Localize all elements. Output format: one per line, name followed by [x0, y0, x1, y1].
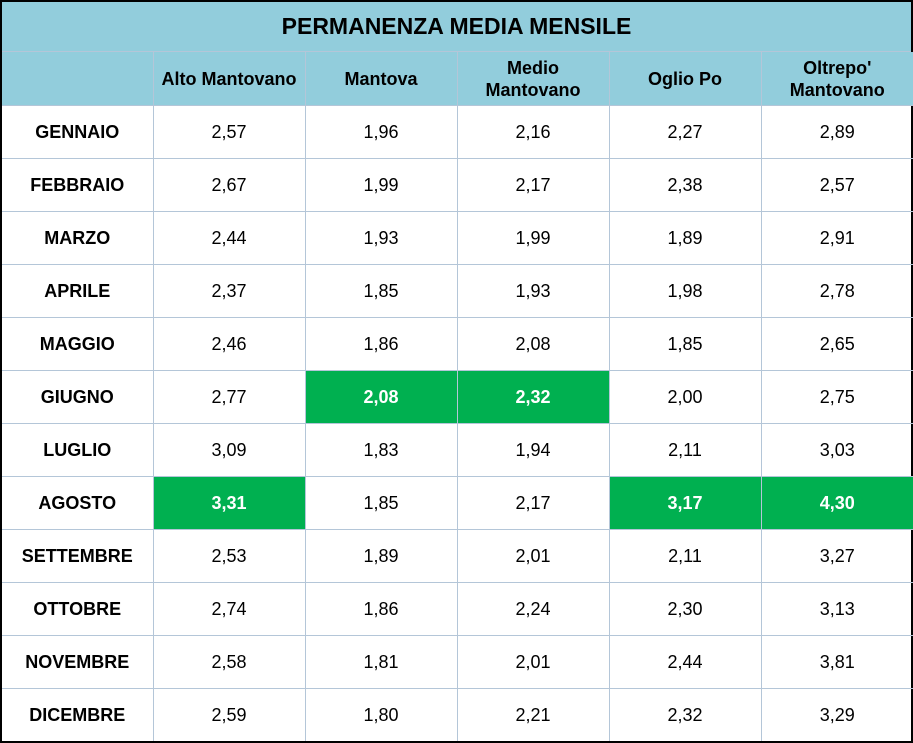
- month-label: FEBBRAIO: [2, 158, 154, 212]
- header-cell-mantova: Mantova: [304, 52, 458, 106]
- value-cell: 2,11: [608, 529, 762, 583]
- data-table: Alto Mantovano Mantova Medio Mantovano O…: [2, 52, 913, 741]
- value-cell: 1,80: [304, 688, 458, 741]
- value-cell: 3,09: [152, 423, 306, 477]
- value-cell: 2,67: [152, 158, 306, 212]
- value-cell: 2,91: [760, 211, 913, 265]
- month-label: MARZO: [2, 211, 154, 265]
- value-cell: 2,16: [456, 105, 610, 159]
- table-title: PERMANENZA MEDIA MENSILE: [2, 2, 911, 52]
- value-cell: 2,21: [456, 688, 610, 741]
- month-label: OTTOBRE: [2, 582, 154, 636]
- table-body: GENNAIO 2,57 1,96 2,16 2,27 2,89 FEBBRAIO 2,67 1…: [2, 105, 913, 741]
- value-cell: 2,11: [608, 423, 762, 477]
- value-cell: 3,81: [760, 635, 913, 689]
- value-cell: 2,27: [608, 105, 762, 159]
- value-cell-highlighted: 3,17: [608, 476, 762, 530]
- value-cell: 2,44: [152, 211, 306, 265]
- value-cell: 2,44: [608, 635, 762, 689]
- value-cell: 2,75: [760, 370, 913, 424]
- value-cell: 2,57: [152, 105, 306, 159]
- table-row: LUGLIO 3,09 1,83 1,94 2,11 3,03: [2, 423, 913, 477]
- value-cell: 2,46: [152, 317, 306, 371]
- value-cell-highlighted: 2,32: [456, 370, 610, 424]
- value-cell: 2,53: [152, 529, 306, 583]
- value-cell: 3,13: [760, 582, 913, 636]
- header-row: Alto Mantovano Mantova Medio Mantovano O…: [2, 52, 913, 106]
- table-row: SETTEMBRE 2,53 1,89 2,01 2,11 3,27: [2, 529, 913, 583]
- value-cell: 2,00: [608, 370, 762, 424]
- value-cell: 2,58: [152, 635, 306, 689]
- value-cell: 1,85: [304, 264, 458, 318]
- value-cell: 2,89: [760, 105, 913, 159]
- value-cell: 2,17: [456, 158, 610, 212]
- table-row: MARZO 2,44 1,93 1,99 1,89 2,91: [2, 211, 913, 265]
- value-cell: 2,59: [152, 688, 306, 741]
- month-label: NOVEMBRE: [2, 635, 154, 689]
- value-cell: 2,65: [760, 317, 913, 371]
- table-row: DICEMBRE 2,59 1,80 2,21 2,32 3,29: [2, 688, 913, 741]
- value-cell: 1,89: [608, 211, 762, 265]
- value-cell: 2,74: [152, 582, 306, 636]
- value-cell: 2,01: [456, 529, 610, 583]
- table-row: FEBBRAIO 2,67 1,99 2,17 2,38 2,57: [2, 158, 913, 212]
- value-cell: 2,01: [456, 635, 610, 689]
- table-row: GIUGNO 2,77 2,08 2,32 2,00 2,75: [2, 370, 913, 424]
- table-row: GENNAIO 2,57 1,96 2,16 2,27 2,89: [2, 105, 913, 159]
- month-label: APRILE: [2, 264, 154, 318]
- month-label: AGOSTO: [2, 476, 154, 530]
- value-cell: 2,37: [152, 264, 306, 318]
- month-label: SETTEMBRE: [2, 529, 154, 583]
- value-cell: 1,81: [304, 635, 458, 689]
- value-cell: 2,77: [152, 370, 306, 424]
- value-cell: 1,86: [304, 317, 458, 371]
- header-cell-medio-mantovano: Medio Mantovano: [456, 52, 610, 106]
- value-cell-highlighted: 2,08: [304, 370, 458, 424]
- value-cell: 2,78: [760, 264, 913, 318]
- value-cell: 3,29: [760, 688, 913, 741]
- value-cell: 2,30: [608, 582, 762, 636]
- value-cell: 1,89: [304, 529, 458, 583]
- value-cell: 1,83: [304, 423, 458, 477]
- table-row: MAGGIO 2,46 1,86 2,08 1,85 2,65: [2, 317, 913, 371]
- month-label: MAGGIO: [2, 317, 154, 371]
- value-cell: 2,57: [760, 158, 913, 212]
- value-cell: 1,96: [304, 105, 458, 159]
- value-cell: 3,27: [760, 529, 913, 583]
- header-cell-corner: [2, 52, 154, 106]
- value-cell-highlighted: 4,30: [760, 476, 913, 530]
- month-label: DICEMBRE: [2, 688, 154, 741]
- header-cell-alto-mantovano: Alto Mantovano: [152, 52, 306, 106]
- value-cell: 1,93: [456, 264, 610, 318]
- value-cell: 2,24: [456, 582, 610, 636]
- month-label: LUGLIO: [2, 423, 154, 477]
- value-cell: 1,94: [456, 423, 610, 477]
- value-cell: 1,86: [304, 582, 458, 636]
- value-cell: 1,93: [304, 211, 458, 265]
- header-cell-oltrepo-mantovano: Oltrepo' Mantovano: [760, 52, 913, 106]
- value-cell: 1,99: [304, 158, 458, 212]
- table-row: OTTOBRE 2,74 1,86 2,24 2,30 3,13: [2, 582, 913, 636]
- header-cell-oglio-po: Oglio Po: [608, 52, 762, 106]
- table-row: NOVEMBRE 2,58 1,81 2,01 2,44 3,81: [2, 635, 913, 689]
- value-cell: 1,85: [608, 317, 762, 371]
- value-cell-highlighted: 3,31: [152, 476, 306, 530]
- table-row: AGOSTO 3,31 1,85 2,17 3,17 4,30: [2, 476, 913, 530]
- table-row: APRILE 2,37 1,85 1,93 1,98 2,78: [2, 264, 913, 318]
- value-cell: 2,32: [608, 688, 762, 741]
- value-cell: 1,85: [304, 476, 458, 530]
- value-cell: 1,99: [456, 211, 610, 265]
- value-cell: 3,03: [760, 423, 913, 477]
- value-cell: 2,17: [456, 476, 610, 530]
- value-cell: 1,98: [608, 264, 762, 318]
- value-cell: 2,38: [608, 158, 762, 212]
- month-label: GIUGNO: [2, 370, 154, 424]
- month-label: GENNAIO: [2, 105, 154, 159]
- value-cell: 2,08: [456, 317, 610, 371]
